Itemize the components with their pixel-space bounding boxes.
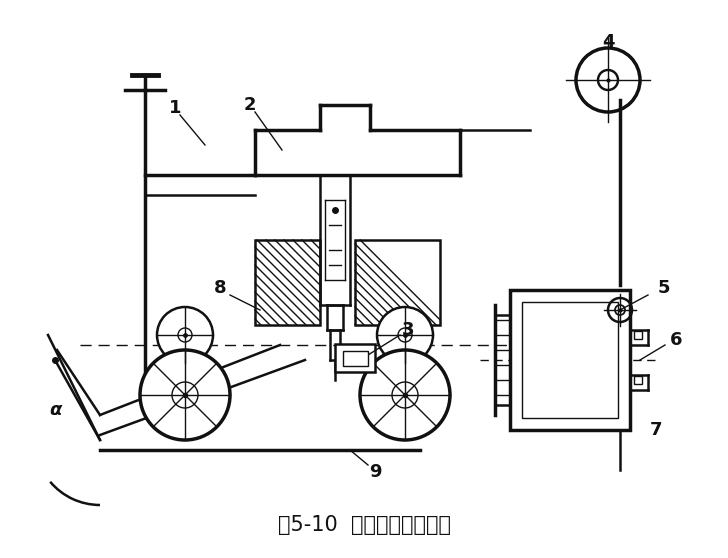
Text: 5: 5 bbox=[658, 279, 670, 297]
Text: 图5-10  双边辊式送料装置: 图5-10 双边辊式送料装置 bbox=[277, 515, 451, 535]
Circle shape bbox=[157, 307, 213, 363]
Text: 3: 3 bbox=[402, 321, 414, 339]
Text: 9: 9 bbox=[369, 463, 381, 481]
Bar bbox=[335, 344, 375, 372]
Bar bbox=[522, 302, 618, 418]
Circle shape bbox=[377, 307, 433, 363]
Text: α: α bbox=[49, 401, 61, 419]
Bar bbox=[343, 351, 368, 366]
Bar bbox=[355, 240, 440, 325]
Text: 7: 7 bbox=[650, 421, 662, 439]
Bar bbox=[634, 376, 642, 384]
Text: 8: 8 bbox=[214, 279, 226, 297]
Circle shape bbox=[140, 350, 230, 440]
Bar bbox=[255, 240, 320, 325]
Text: 1: 1 bbox=[169, 99, 181, 117]
Text: 2: 2 bbox=[244, 96, 256, 114]
Text: 4: 4 bbox=[602, 33, 614, 51]
Circle shape bbox=[360, 350, 450, 440]
Bar bbox=[510, 290, 630, 430]
Bar bbox=[634, 331, 642, 339]
Text: 6: 6 bbox=[670, 331, 683, 349]
